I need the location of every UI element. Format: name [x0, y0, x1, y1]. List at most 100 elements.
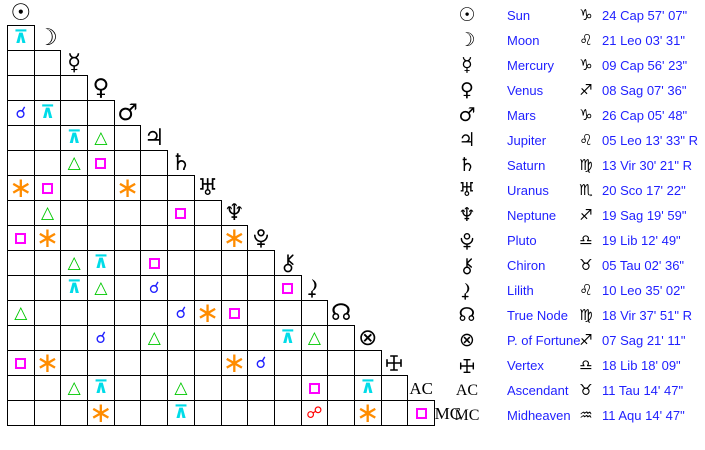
trine-aspect-icon: △ — [67, 152, 81, 173]
aspect-cell: ∗ — [33, 349, 62, 377]
quincunx-aspect-icon: ⊼ — [93, 252, 109, 273]
aspect-cell: △ — [300, 325, 329, 351]
sagittarius-icon: ♐ — [579, 206, 593, 224]
aspect-cell — [7, 150, 35, 176]
planet-name: Venus — [507, 83, 544, 98]
pluto-icon — [452, 228, 482, 253]
trine-aspect-icon: △ — [14, 302, 28, 323]
capricorn-icon: ♑ — [579, 56, 593, 74]
trine-aspect-icon: △ — [94, 277, 108, 298]
aspect-cell — [60, 100, 89, 126]
planet-position: 26 Cap 05' 48" — [602, 108, 688, 123]
aspect-cell — [353, 350, 382, 376]
sun-icon: ☉ — [458, 4, 476, 26]
sextile-aspect-icon: ∗ — [89, 396, 113, 429]
aspect-cell — [167, 200, 195, 226]
aspect-cell — [220, 300, 249, 326]
aspect-cell — [7, 275, 35, 301]
planet-table-row: ☿ Mercury ♑ 09 Cap 56' 23" — [0, 53, 705, 78]
capricorn-icon: ♑ — [579, 6, 593, 24]
conjunction-aspect-icon: ☌ — [15, 103, 27, 122]
aspect-cell: ⊼ — [87, 250, 115, 276]
aspect-cell: △ — [60, 150, 89, 176]
vertex-icon — [452, 353, 482, 378]
saturn-icon: ♄ — [170, 149, 192, 176]
aspect-cell — [33, 75, 62, 101]
square-aspect-icon — [415, 407, 427, 419]
aspect-cell — [60, 225, 89, 251]
planet-name: Sun — [507, 8, 531, 23]
lilith-icon — [452, 278, 482, 303]
trine-aspect-icon: △ — [67, 252, 81, 273]
aspect-grid: ☉ ⊼ ☽ ☿ ♀ ☌ ⊼ ♂ ⊼ △ ♃ △ ♄ ∗ ∗ ♅ △ ♆ ∗ ∗ △ ⊼ ⊼ △ ☌ △ ☌ ∗ ☊ ☌ △ ⊼ △ ⊗ ∗ ∗ ☌ △ ⊼ △… — [7, 1, 462, 429]
planet-position: 09 Cap 56' 23" — [602, 58, 688, 73]
aspect-cell — [273, 300, 302, 326]
aspect-cell: △ — [140, 325, 169, 351]
square-aspect-icon — [42, 182, 54, 194]
planet-table-row: MC Midheaven ♒ 11 Aqu 14' 47" — [0, 403, 705, 428]
sagittarius-icon: ♐ — [579, 81, 593, 99]
quincunx-aspect-icon: ⊼ — [66, 277, 82, 298]
aspect-cell — [7, 375, 35, 401]
planet-table-row: ⊗ P. of Fortune ♐ 07 Sag 21' 11" — [0, 328, 705, 353]
aspect-cell: ∗ — [7, 171, 35, 204]
planet-name: Mercury — [507, 58, 554, 73]
planet-position: 18 Lib 18' 09" — [602, 358, 681, 373]
aspect-cell — [140, 400, 169, 426]
square-aspect-icon — [15, 357, 27, 369]
jupiter-icon: ♃ — [458, 129, 476, 151]
aspect-grid-row: ∗ ∗ — [7, 221, 275, 254]
planet-table-row: Pluto ♎ 19 Lib 12' 49" — [0, 228, 705, 253]
square-aspect-icon — [175, 207, 187, 219]
leo-icon: ♌ — [579, 131, 593, 149]
midheaven-label: MC — [434, 403, 462, 423]
aspect-cell — [33, 375, 62, 401]
leo-icon: ♌ — [579, 281, 593, 299]
capricorn-icon: ♑ — [579, 106, 593, 124]
uranus-icon: ♅ — [458, 179, 476, 201]
conjunction-aspect-icon: ☌ — [148, 278, 160, 297]
aspect-cell: △ — [60, 250, 89, 276]
neptune-icon: ♆ — [458, 204, 476, 226]
sextile-aspect-icon: ∗ — [222, 221, 247, 254]
aspect-cell: ∗ — [220, 346, 249, 379]
aspect-cell — [60, 400, 89, 426]
uranus-icon: ♅ — [197, 174, 218, 201]
chiron-icon — [452, 253, 482, 278]
planet-name: Chiron — [507, 258, 546, 273]
vertex-icon — [381, 350, 409, 376]
sextile-aspect-icon: ∗ — [222, 346, 247, 379]
aspect-grid-row: △ ♄ — [7, 149, 195, 176]
mercury-icon: ☿ — [67, 49, 82, 76]
opposition-aspect-icon: ☍ — [306, 403, 323, 422]
aspect-grid-row: △ ⊼ △ ⊼ AC — [7, 375, 435, 401]
quincunx-aspect-icon: ⊼ — [40, 102, 55, 123]
planet-table-row: ☉ Sun ♑ 24 Cap 57' 07" — [0, 3, 705, 28]
quincunx-aspect-icon: ⊼ — [66, 127, 82, 148]
ascendant-label: AC — [455, 381, 479, 399]
lilith-icon — [301, 275, 329, 301]
mars-icon: ♂ — [117, 99, 138, 126]
square-aspect-icon — [228, 307, 240, 319]
quincunx-aspect-icon: ⊼ — [173, 402, 189, 423]
planet-table-row: ♆ Neptune ♐ 19 Sag 19' 59" — [0, 203, 705, 228]
sagittarius-icon: ♐ — [579, 331, 593, 349]
planet-table-row: ♀ Venus ♐ 08 Sag 07' 36" — [0, 78, 705, 103]
aspect-cell — [87, 300, 115, 326]
aspect-cell: ⊼ — [60, 275, 89, 301]
sextile-aspect-icon: ∗ — [9, 171, 33, 204]
mars-icon: ♂ — [458, 104, 476, 126]
aspect-grid-row: ∗ ∗ ♅ — [7, 171, 222, 204]
aspect-cell — [60, 300, 89, 326]
planet-table-row: Lilith ♌ 10 Leo 35' 02" — [0, 278, 705, 303]
aspect-grid-row: ⊼ △ ♃ — [7, 125, 168, 151]
planet-name: Uranus — [507, 183, 549, 198]
aspect-grid-row: ∗ ⊼ ☍ ∗ MC — [7, 396, 462, 429]
conjunction-aspect-icon: ☌ — [255, 353, 267, 372]
sextile-aspect-icon: ∗ — [35, 221, 60, 254]
aspect-cell — [193, 350, 222, 376]
aspect-cell — [87, 225, 115, 251]
aspect-cell — [113, 200, 142, 226]
aspect-cell — [407, 400, 435, 426]
aspect-cell: △ — [87, 125, 115, 151]
